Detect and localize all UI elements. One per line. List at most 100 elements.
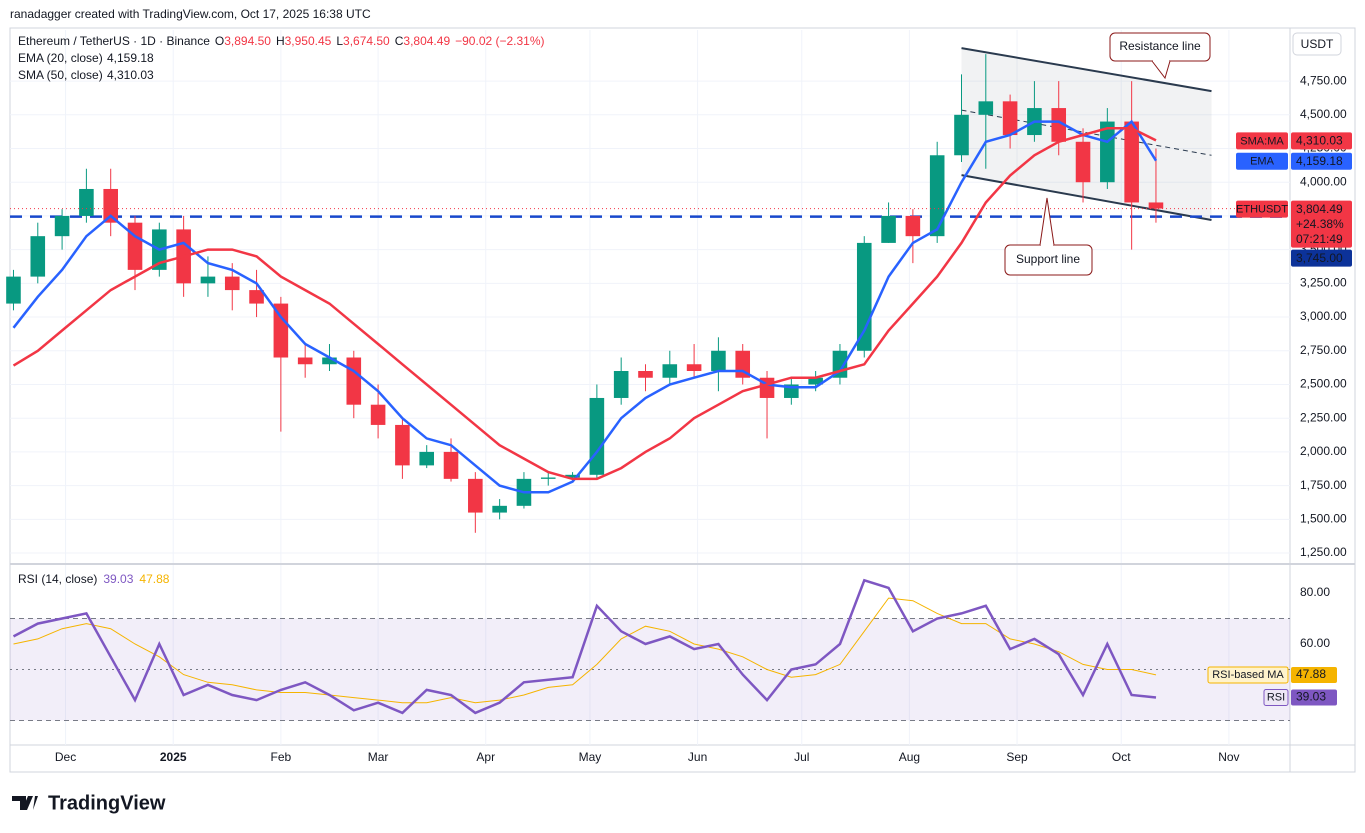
candle-body	[881, 215, 896, 243]
ohlc-key: L	[336, 34, 343, 48]
candle-body	[978, 101, 994, 115]
rsi-tag-value: 39.03	[1296, 690, 1326, 704]
candle-body	[127, 222, 143, 270]
y-tick-label: 2,750.00	[1300, 343, 1347, 357]
ohlc-value: 3,894.50	[224, 34, 271, 48]
midline-line	[961, 109, 1212, 156]
rsi-tag-value: 47.88	[1296, 667, 1326, 681]
rsi-legend-value: 39.03	[103, 572, 133, 586]
indicator-value: 4,310.03	[107, 68, 154, 82]
chart-frame	[9, 27, 1356, 773]
candle-body	[1075, 141, 1091, 183]
x-tick-label: Apr	[476, 750, 495, 764]
candle-body	[249, 290, 264, 304]
price-tag-value: 3,804.49	[1296, 202, 1343, 216]
candle-body	[30, 236, 46, 277]
resistance-arrow	[1151, 60, 1171, 80]
rsi-tag-name-box	[1263, 689, 1289, 707]
candle-body	[686, 364, 702, 371]
support-label: Support line	[1016, 252, 1080, 266]
price-tag-box	[1291, 200, 1352, 248]
candle-body	[297, 357, 313, 365]
series-line	[13, 597, 1157, 704]
currency[interactable]: USDT	[1301, 37, 1334, 51]
price-tag-value: 07:21:49	[1296, 232, 1343, 246]
rsi-tag-name: RSI-based MA	[1212, 669, 1284, 681]
y-tick-label: 1,750.00	[1300, 478, 1347, 492]
series-line	[12, 119, 1158, 494]
x-tick-label: Oct	[1112, 750, 1131, 764]
candle-body	[662, 364, 678, 378]
rsi-tag-box	[1291, 666, 1337, 683]
ohlc-key: C	[395, 34, 404, 48]
y-tick-label: 1,500.00	[1300, 511, 1347, 525]
rsi-legend-value: 47.88	[139, 572, 169, 586]
candle-body	[322, 357, 337, 365]
y-tick-label: 1,250.00	[1300, 545, 1347, 559]
resistance-label: Resistance line	[1119, 39, 1201, 53]
candle-body	[273, 303, 289, 358]
candle-body	[419, 451, 435, 466]
y-tick-label: 2,500.00	[1300, 377, 1347, 391]
x-tick-label: Dec	[55, 750, 76, 764]
x-tick-label: Jul	[794, 750, 809, 764]
x-tick-label: Aug	[899, 750, 920, 764]
ohlc-key: H	[276, 34, 285, 48]
candle-body	[54, 215, 70, 237]
price-tag-name-box	[1236, 132, 1288, 150]
rsi-title: RSI (14, close)	[18, 572, 97, 586]
candle-body	[443, 451, 459, 479]
candle-body	[540, 477, 556, 479]
price-tag-box	[1291, 152, 1352, 170]
ohlc-value: 3,950.45	[285, 34, 332, 48]
price-tag-name-box	[1236, 200, 1288, 218]
candle-body	[370, 404, 386, 425]
candle-body	[613, 370, 629, 398]
candle-body	[905, 215, 921, 237]
indicator-name: SMA (50, close)	[18, 68, 103, 82]
level-tag-box	[1291, 249, 1352, 267]
y-tick-label: 4,500.00	[1300, 107, 1347, 121]
y-tick-label: 2,250.00	[1300, 410, 1347, 424]
x-tick-label: Sep	[1006, 750, 1028, 764]
ohlc-value: −90.02 (−2.31%)	[455, 34, 544, 48]
level-tag: 3,745.00	[1296, 251, 1343, 265]
x-tick-label: 2025	[160, 750, 187, 764]
price-tag-value: 4,159.18	[1296, 154, 1343, 168]
candle-body	[589, 397, 605, 475]
candle-body	[395, 424, 410, 466]
candle-body	[103, 188, 118, 223]
price-tag-name: SMA:MA	[1240, 135, 1284, 147]
candle-body	[224, 276, 240, 291]
price-tag-name-box	[1236, 152, 1288, 170]
candle-body	[346, 357, 362, 405]
price-tag-value: 4,310.03	[1296, 134, 1343, 148]
candle-body	[565, 474, 580, 478]
ohlc-value: 3,804.49	[403, 34, 450, 48]
candle-body	[1051, 108, 1067, 142]
candle-body	[954, 114, 969, 156]
series-line	[12, 578, 1157, 715]
rsi-tag-name-box	[1207, 666, 1289, 684]
candle-body	[1002, 101, 1018, 136]
candle-body	[856, 242, 872, 351]
candle-body	[468, 478, 483, 513]
candle-body	[1148, 202, 1164, 209]
candle-body	[1124, 121, 1139, 203]
symbol-legend: Ethereum / TetherUS · 1D · Binance O3,894…	[18, 34, 545, 48]
x-tick-label: Mar	[368, 750, 389, 764]
indicator-value: 4,159.18	[107, 51, 154, 65]
price-tag-value: +24.38%	[1296, 217, 1344, 231]
x-tick-label: May	[579, 750, 602, 764]
currency-button[interactable]	[1292, 32, 1342, 56]
x-tick-label: Jun	[688, 750, 707, 764]
rsi-legend: RSI (14, close) 39.03 47.88	[18, 572, 170, 586]
y-tick-label: 60.00	[1300, 636, 1330, 650]
candle-body	[808, 377, 823, 385]
price-tag-name: ETHUSDT	[1236, 203, 1288, 215]
logo-text: TradingView	[48, 792, 166, 814]
support-arrow	[1039, 197, 1055, 246]
resistance-line	[961, 47, 1212, 93]
logo: TradingView	[12, 792, 166, 814]
